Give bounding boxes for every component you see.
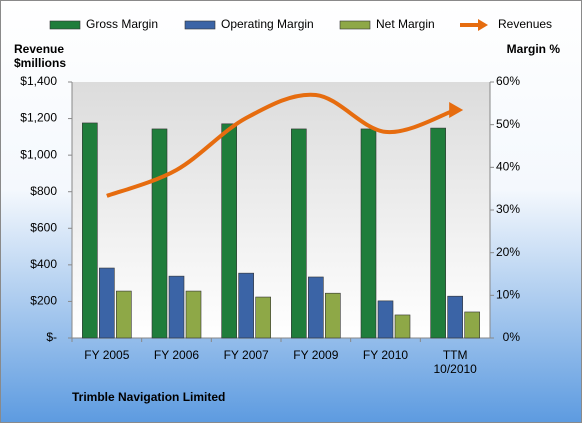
bar <box>151 128 168 339</box>
y2-axis-title: Margin % <box>507 42 561 56</box>
y-tick-label: $200 <box>30 294 57 308</box>
bar <box>116 290 132 339</box>
x-tick-label: FY 2005 <box>84 348 129 362</box>
bar <box>394 314 411 339</box>
bar <box>238 272 254 339</box>
legend-swatch <box>184 20 216 30</box>
y-tick-label: $800 <box>30 184 57 198</box>
y-tick-label: $- <box>46 330 57 344</box>
legend-arrow <box>478 19 488 31</box>
x-tick-label: FY 2010 <box>363 348 408 362</box>
y2-tick-label: 0% <box>503 330 521 344</box>
revenue-line <box>106 92 456 198</box>
legend-label: Revenues <box>498 17 552 31</box>
arrow-head <box>449 101 464 118</box>
y-tick-label: $1,200 <box>20 111 57 125</box>
y2-tick-label: 10% <box>496 288 520 302</box>
y2-tick-label: 60% <box>496 74 520 88</box>
y2-tick-label: 50% <box>496 117 520 131</box>
bar <box>360 128 377 339</box>
legend-label: Operating Margin <box>221 17 314 31</box>
y2-tick-label: 40% <box>496 160 520 174</box>
bar <box>291 128 307 339</box>
legend-label: Net Margin <box>376 17 435 31</box>
y-tick-label: $400 <box>30 257 57 271</box>
bar <box>430 127 446 339</box>
y-tick-label: $1,400 <box>20 74 57 88</box>
y-axis-title: Revenue $millions <box>14 42 66 70</box>
bar <box>447 295 463 339</box>
y2-tick-label: 20% <box>496 245 520 259</box>
y2-tick-label: 30% <box>496 202 520 216</box>
bar <box>255 296 271 339</box>
legend-swatch <box>49 20 81 30</box>
bar <box>82 122 98 339</box>
bar <box>308 276 324 339</box>
bar <box>99 267 115 339</box>
y-tick-label: $600 <box>30 220 57 234</box>
bar <box>221 123 237 339</box>
bar <box>325 292 341 339</box>
bar <box>464 311 480 339</box>
legend-swatch <box>339 20 371 30</box>
bar <box>185 290 202 339</box>
bar <box>168 275 185 339</box>
y-tick-label: $1,000 <box>20 147 57 161</box>
x-tick-label: FY 2007 <box>224 348 269 362</box>
x-tick-label: FY 2009 <box>293 348 338 362</box>
legend-label: Gross Margin <box>86 17 158 31</box>
x-tick-label: TTM 10/2010 <box>433 348 477 376</box>
chart-title: Trimble Navigation Limited <box>72 390 225 404</box>
x-tick-label: FY 2006 <box>154 348 199 362</box>
bar <box>377 300 394 339</box>
